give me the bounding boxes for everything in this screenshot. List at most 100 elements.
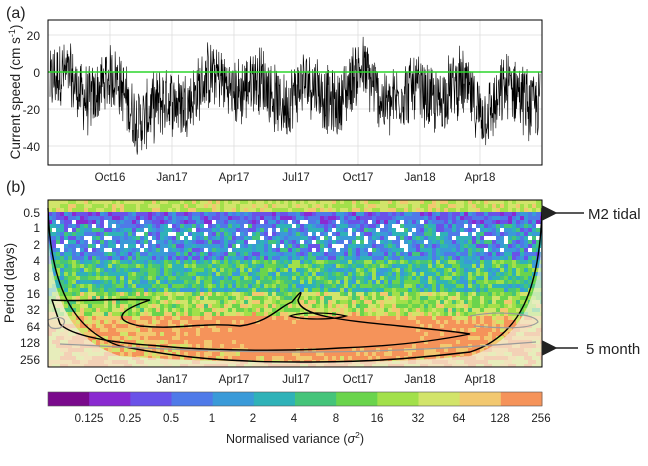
heatmap-cell <box>388 264 393 269</box>
heatmap-cell <box>128 248 133 253</box>
heatmap-cell-faded <box>536 328 542 336</box>
heatmap-cell <box>208 272 213 277</box>
heatmap-cell <box>180 264 185 269</box>
heatmap-cell-faded <box>404 364 412 367</box>
heatmap-cell <box>336 268 341 273</box>
heatmap-cell <box>200 208 205 213</box>
heatmap-cell <box>184 228 189 233</box>
heatmap-cell <box>492 244 497 249</box>
heatmap-cell <box>72 272 77 277</box>
heatmap-cell <box>160 216 165 221</box>
heatmap-cell <box>528 228 533 233</box>
heatmap-cell <box>332 228 337 233</box>
heatmap-cell <box>112 256 117 261</box>
heatmap-cell <box>520 268 525 273</box>
heatmap-cell <box>144 212 149 217</box>
heatmap-cell <box>416 240 421 245</box>
heatmap-cell-faded <box>48 360 56 367</box>
heatmap-cell <box>148 208 153 213</box>
heatmap-cell <box>100 240 105 245</box>
heatmap-cell <box>140 220 145 225</box>
heatmap-cell <box>356 236 361 241</box>
heatmap-cell <box>308 244 313 249</box>
heatmap-cell <box>52 220 57 225</box>
heatmap-cell <box>444 204 449 209</box>
heatmap-cell <box>368 268 373 273</box>
heatmap-cell <box>408 272 413 277</box>
heatmap-cell <box>152 240 157 245</box>
heatmap-cell <box>224 232 229 237</box>
heatmap-cell <box>516 212 521 217</box>
heatmap-cell <box>364 248 369 253</box>
heatmap-cell <box>284 228 289 233</box>
heatmap-cell <box>424 200 429 205</box>
heatmap-cell <box>72 236 77 241</box>
heatmap-cell <box>408 228 413 233</box>
heatmap-cell <box>148 264 153 269</box>
heatmap-cell <box>296 208 301 213</box>
heatmap-cell-faded <box>232 360 240 367</box>
heatmap-cell <box>56 252 61 257</box>
heatmap-cell <box>224 264 229 269</box>
heatmap-cell <box>432 220 437 225</box>
heatmap-cell <box>248 268 253 273</box>
heatmap-cell <box>448 228 453 233</box>
heatmap-cell <box>120 240 125 245</box>
heatmap-cell-faded <box>64 360 72 367</box>
heatmap-cell <box>272 204 277 209</box>
heatmap-cell <box>180 256 185 261</box>
heatmap-cell-faded <box>52 356 60 364</box>
heatmap-cell <box>276 224 281 229</box>
heatmap-cell <box>400 256 405 261</box>
heatmap-cell <box>320 252 325 257</box>
heatmap-cell-faded <box>396 364 404 367</box>
heatmap-cell <box>536 208 541 213</box>
heatmap-cell <box>80 248 85 253</box>
heatmap-cell <box>144 268 149 273</box>
heatmap-cell <box>320 208 325 213</box>
heatmap-cell-faded <box>172 356 180 364</box>
heatmap-cell <box>496 216 501 221</box>
heatmap-cell <box>288 268 293 273</box>
heatmap-cell <box>516 252 521 257</box>
heatmap-cell <box>452 248 457 253</box>
heatmap-cell <box>408 240 413 245</box>
heatmap-cell <box>288 228 293 233</box>
heatmap-cell <box>60 248 65 253</box>
heatmap-cell <box>80 252 85 257</box>
heatmap-cell <box>240 236 245 241</box>
heatmap-cell <box>108 224 113 229</box>
heatmap-cell-faded <box>540 308 542 316</box>
heatmap-cell <box>528 236 533 241</box>
heatmap-cell <box>392 220 397 225</box>
heatmap-cell <box>176 212 181 217</box>
heatmap-cell <box>492 204 497 209</box>
heatmap-cell <box>264 256 269 261</box>
heatmap-cell <box>284 236 289 241</box>
heatmap-cell-faded <box>516 332 524 340</box>
heatmap-cell <box>140 236 145 241</box>
heatmap-cell <box>140 216 145 221</box>
heatmap-cell-faded <box>64 328 72 336</box>
heatmap-cell <box>112 260 117 265</box>
heatmap-cell <box>184 200 189 205</box>
heatmap-cell <box>536 228 541 233</box>
heatmap-cell <box>408 268 413 273</box>
heatmap-cell <box>500 268 505 273</box>
heatmap-cell <box>192 220 197 225</box>
heatmap-cell <box>372 220 377 225</box>
heatmap-cell <box>232 232 237 237</box>
heatmap-cell <box>372 216 377 221</box>
heatmap-cell <box>388 220 393 225</box>
heatmap-cell <box>472 248 477 253</box>
heatmap-cell-faded <box>108 356 116 364</box>
heatmap-cell <box>444 248 449 253</box>
heatmap-cell <box>296 232 301 237</box>
heatmap-cell <box>384 256 389 261</box>
heatmap-cell <box>380 272 385 277</box>
heatmap-cell <box>316 220 321 225</box>
heatmap-cell <box>360 240 365 245</box>
heatmap-cell <box>428 240 433 245</box>
heatmap-cell <box>180 204 185 209</box>
heatmap-cell-faded <box>532 284 540 292</box>
